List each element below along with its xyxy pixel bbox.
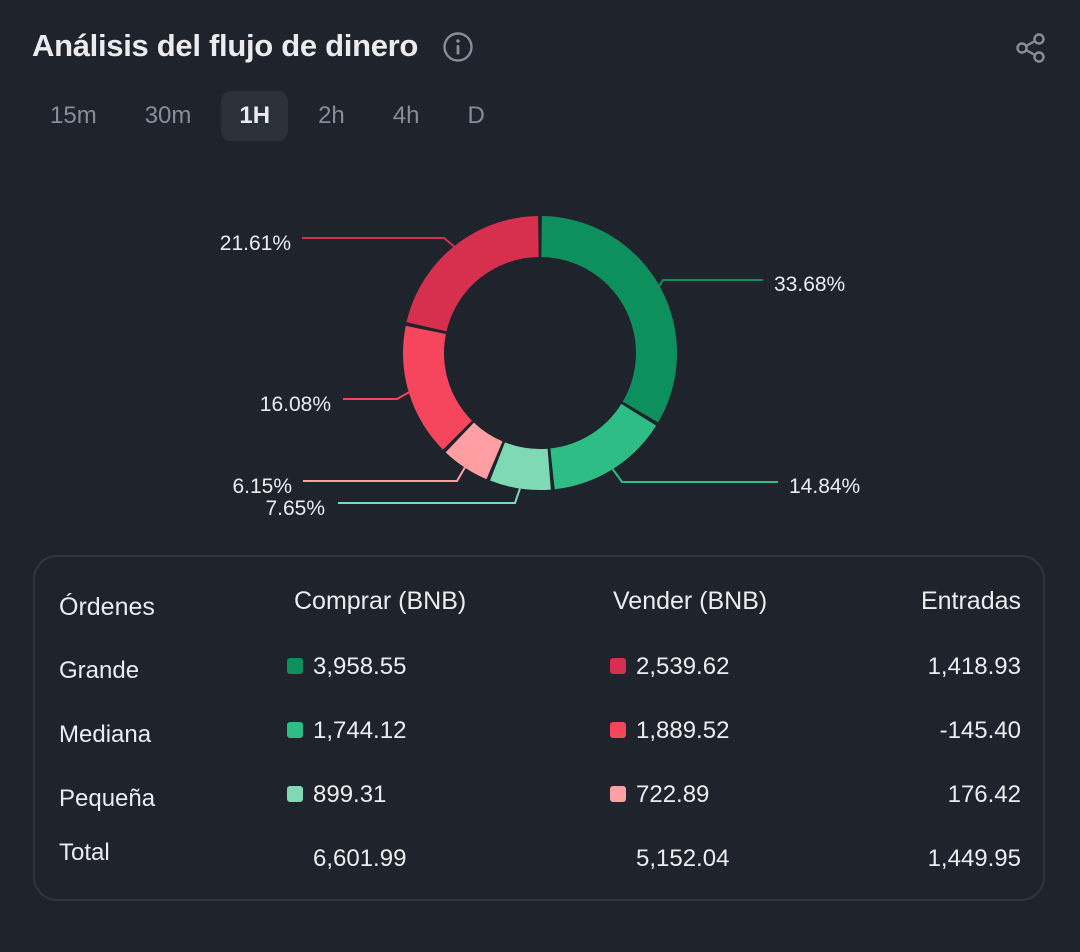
share-icon[interactable] [1014, 31, 1048, 65]
sell-medium-swatch [610, 722, 626, 738]
slice-label-4: 16.08% [260, 393, 331, 416]
info-icon[interactable] [442, 31, 474, 63]
header-inflow: Entradas [920, 587, 1021, 615]
buy-large-value: 3,958.55 [313, 653, 407, 680]
slice-label-1: 14.84% [789, 475, 860, 498]
sell-small-value: 722.89 [636, 781, 710, 808]
donut-slice-1[interactable] [550, 403, 657, 490]
money-flow-donut-chart: 33.68% 14.84% 7.65%6.15% 16.08% 21.61% [220, 216, 860, 520]
slice-label-2: 7.65% [265, 497, 325, 520]
tab-15m[interactable]: 15m [50, 102, 97, 129]
leader-line-4 [343, 391, 410, 400]
tab-1h[interactable]: 1H [221, 91, 289, 141]
inflow-large-value: 1,418.93 [927, 653, 1021, 680]
leader-line-3 [303, 467, 466, 482]
row-label-total: Total [59, 839, 110, 866]
row-label-large: Grande [59, 657, 140, 684]
donut-slice-3[interactable] [445, 422, 503, 480]
header-sell: Vender (BNB) [613, 587, 768, 615]
row-label-small: Pequeña [59, 785, 156, 812]
donut-slice-4[interactable] [403, 325, 472, 450]
tab-4h[interactable]: 4h [392, 102, 420, 129]
tab-d[interactable]: D [467, 102, 485, 129]
leader-line-5 [302, 237, 455, 248]
donut-slice-0[interactable] [541, 216, 677, 423]
donut-slice-5[interactable] [406, 216, 539, 332]
inflow-small-value: 176.42 [947, 781, 1021, 808]
tab-2h[interactable]: 2h [318, 102, 345, 129]
sell-large-value: 2,539.62 [636, 653, 730, 680]
money-flow-table: Órdenes Comprar (BNB) Vender (BNB) Entra… [33, 555, 1045, 901]
slice-label-5: 21.61% [220, 232, 291, 255]
leader-line-2 [338, 488, 521, 504]
leader-line-1 [611, 468, 778, 483]
buy-small-swatch [287, 786, 303, 802]
row-label-medium: Mediana [59, 721, 152, 748]
sell-total-value: 5,152.04 [636, 845, 730, 872]
inflow-total-value: 1,449.95 [927, 845, 1021, 872]
buy-medium-value: 1,744.12 [313, 717, 407, 744]
slice-label-3: 6.15% [232, 475, 292, 498]
slice-label-0: 33.68% [774, 273, 845, 296]
leader-line-0 [658, 279, 763, 287]
inflow-medium-value: -145.40 [939, 717, 1021, 744]
donut-slice-2[interactable] [490, 442, 551, 490]
buy-total-value: 6,601.99 [313, 845, 407, 872]
sell-medium-value: 1,889.52 [636, 717, 730, 744]
sell-large-swatch [610, 658, 626, 674]
timeframe-tabs: 15m 30m 1H 2h 4h D [32, 91, 515, 143]
page-title: Análisis del flujo de dinero [32, 28, 419, 63]
buy-medium-swatch [287, 722, 303, 738]
header-orders: Órdenes [59, 593, 155, 621]
buy-large-swatch [287, 658, 303, 674]
buy-small-value: 899.31 [313, 781, 387, 808]
panel-header: Análisis del flujo de dinero [32, 26, 1048, 70]
tab-30m[interactable]: 30m [144, 102, 192, 129]
sell-small-swatch [610, 786, 626, 802]
header-buy: Comprar (BNB) [294, 587, 467, 615]
